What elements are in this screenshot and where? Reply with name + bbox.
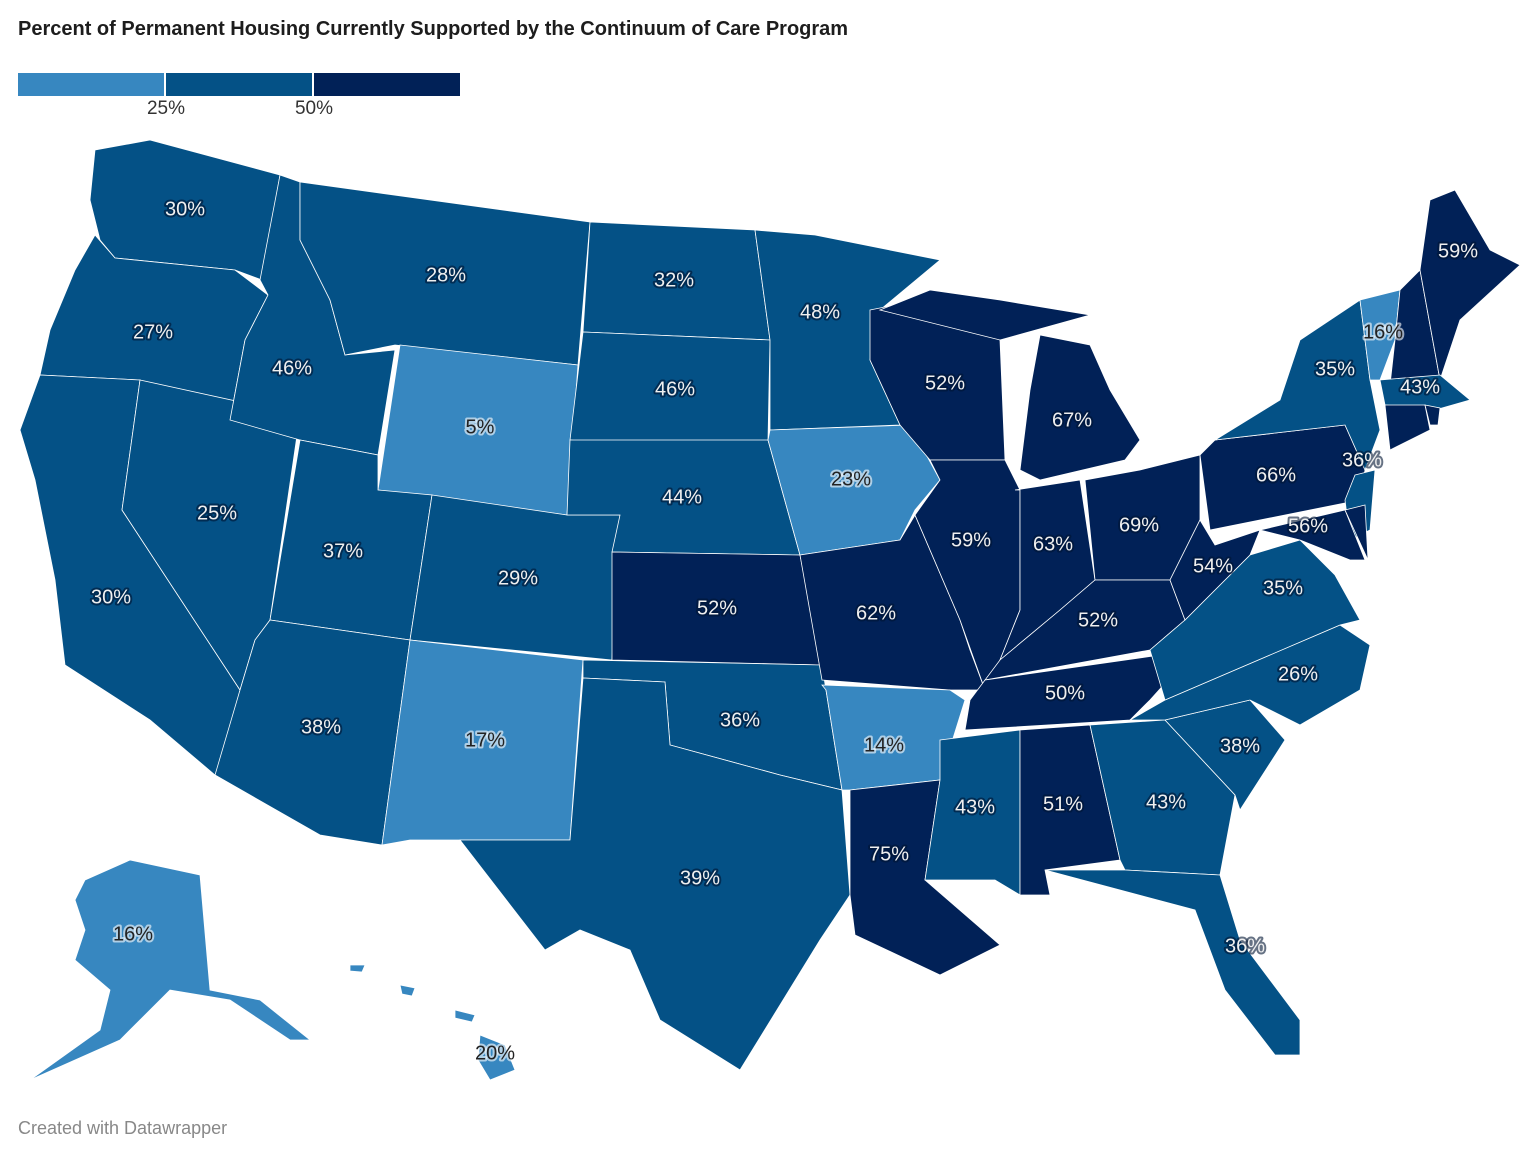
state-label-ia: 23%	[831, 468, 871, 490]
state-mt[interactable]	[299, 181, 591, 366]
state-label-mn: 48%	[800, 301, 840, 323]
state-label-wa: 30%	[165, 198, 205, 220]
state-label-ut: 37%	[323, 540, 363, 562]
state-label-mt: 28%	[426, 264, 466, 286]
state-label-hi: 20%	[475, 1042, 515, 1064]
state-label-fl: 36%	[1225, 935, 1265, 957]
state-label-mi: 67%	[1052, 409, 1092, 431]
state-wv[interactable]	[1169, 519, 1261, 621]
state-label-ak: 16%	[113, 923, 153, 945]
state-ma[interactable]	[1379, 374, 1471, 411]
state-label-nd: 32%	[654, 269, 694, 291]
state-ri[interactable]	[1424, 404, 1441, 426]
state-label-ga: 43%	[1146, 791, 1186, 813]
state-label-va: 35%	[1263, 577, 1303, 599]
state-label-co: 29%	[498, 567, 538, 589]
state-label-sc: 38%	[1220, 735, 1260, 757]
state-label-ms: 43%	[955, 796, 995, 818]
state-label-la: 75%	[869, 843, 909, 865]
state-label-ky: 52%	[1078, 609, 1118, 631]
state-md[interactable]	[1259, 509, 1366, 561]
state-mo[interactable]	[799, 514, 986, 691]
state-label-nv: 25%	[197, 502, 237, 524]
state-label-az: 38%	[301, 716, 341, 738]
state-label-ny: 35%	[1315, 358, 1355, 380]
state-label-me: 59%	[1438, 240, 1478, 262]
state-ak[interactable]	[29, 859, 312, 1081]
state-label-ks: 52%	[697, 597, 737, 619]
state-label-ma: 43%	[1400, 376, 1440, 398]
state-mi[interactable]	[878, 289, 1091, 341]
state-label-wy: 5%	[466, 416, 495, 438]
state-label-al: 51%	[1043, 793, 1083, 815]
state-hi[interactable]	[454, 1009, 476, 1023]
state-label-md: 56%	[1288, 515, 1328, 537]
state-label-il: 59%	[951, 529, 991, 551]
state-me[interactable]	[1419, 189, 1521, 381]
state-ct[interactable]	[1384, 404, 1431, 451]
credit-text: Created with Datawrapper	[18, 1118, 228, 1138]
state-label-in: 63%	[1033, 533, 1073, 555]
state-label-tn: 50%	[1045, 682, 1085, 704]
state-label-ca: 30%	[91, 586, 131, 608]
state-label-sd: 46%	[655, 378, 695, 400]
state-label-nc: 26%	[1278, 663, 1318, 685]
legend-bin-high	[314, 73, 460, 96]
state-label-or: 27%	[133, 321, 173, 343]
state-hi[interactable]	[349, 964, 366, 973]
color-legend	[18, 73, 460, 96]
state-label-ne: 44%	[662, 486, 702, 508]
state-hi[interactable]	[399, 984, 416, 997]
state-mi[interactable]	[1019, 334, 1141, 481]
state-label-mo: 62%	[856, 602, 896, 624]
state-label-wi: 52%	[925, 372, 965, 394]
state-label-pa: 66%	[1256, 464, 1296, 486]
state-label-ar: 14%	[864, 734, 904, 756]
state-label-id: 46%	[272, 357, 312, 379]
legend-tick-25: 25%	[146, 98, 186, 119]
legend-tick-50: 50%	[294, 98, 334, 119]
state-label-nm: 17%	[465, 729, 505, 751]
state-tx[interactable]	[459, 677, 851, 1071]
state-label-vt: 16%	[1363, 321, 1403, 343]
state-label-oh: 69%	[1119, 514, 1159, 536]
state-de[interactable]	[1344, 504, 1369, 561]
state-hi[interactable]	[477, 1034, 516, 1081]
state-label-wv: 54%	[1193, 555, 1233, 577]
legend-bin-mid	[166, 73, 312, 96]
state-label-tx: 39%	[680, 867, 720, 889]
state-label-ok: 36%	[720, 709, 760, 731]
state-label-nj: 36%	[1342, 449, 1382, 471]
map-title: Percent of Permanent Housing Currently S…	[18, 18, 849, 40]
state-vt[interactable]	[1359, 289, 1401, 381]
state-fl[interactable]	[1044, 869, 1301, 1056]
legend-bin-low	[18, 73, 164, 96]
